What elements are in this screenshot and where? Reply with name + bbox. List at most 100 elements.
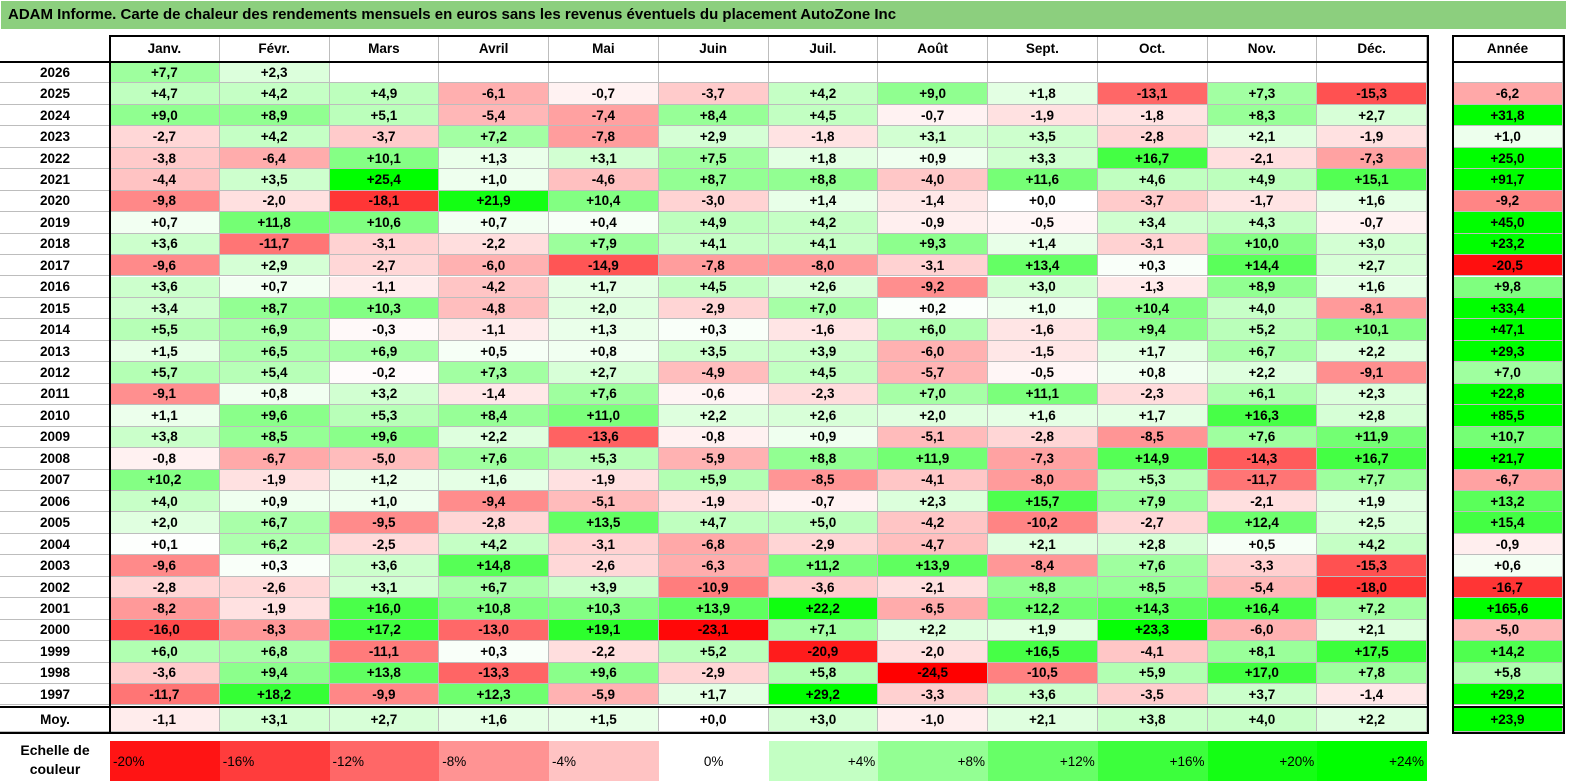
heatmap-cell: -7,3 (1317, 147, 1427, 170)
heatmap-cell: -3,7 (1097, 190, 1208, 213)
heatmap-cell: +1,5 (110, 340, 220, 363)
heatmap-cell: +6,0 (110, 641, 220, 663)
heatmap-cell: +2,0 (110, 512, 220, 534)
annual-cell: -5,0 (1453, 619, 1563, 642)
heatmap-cell: -6,0 (1207, 619, 1318, 642)
month-header: Mars (329, 36, 440, 62)
bottom-left-line (0, 732, 110, 734)
heatmap-cell: +17,2 (329, 619, 440, 642)
heatmap-cell: +5,2 (1207, 319, 1318, 341)
heatmap-cell: +8,7 (219, 297, 330, 320)
heatmap-cell: +11,9 (878, 448, 988, 470)
heatmap-cell: -1,9 (988, 104, 1098, 127)
heatmap-cell: +0,0 (988, 190, 1098, 213)
heatmap-cell: -9,4 (439, 491, 549, 513)
heatmap-cell: +6,7 (439, 576, 549, 599)
heatmap-cell: +9,0 (878, 83, 988, 105)
heatmap-cell: -6,0 (878, 340, 988, 363)
heatmap-cell: +2,3 (878, 491, 988, 513)
heatmap-cell: +8,4 (658, 104, 769, 127)
heatmap-cell: +0,5 (439, 340, 549, 363)
heatmap-cell: -11,7 (110, 684, 220, 706)
heatmap-cell: +0,7 (219, 276, 330, 298)
heatmap-cell: +1,9 (1317, 491, 1427, 513)
heatmap-cell: +17,5 (1317, 641, 1427, 663)
heatmap-cell: +8,9 (219, 104, 330, 127)
heatmap-cell: -5,9 (658, 448, 769, 470)
heatmap-cell: +8,5 (219, 426, 330, 449)
average-cell: +2,7 (329, 708, 440, 732)
heatmap-cell: +16,7 (1317, 448, 1427, 470)
heatmap-cell: +1,4 (988, 233, 1098, 256)
heatmap-cell: +3,1 (549, 147, 659, 170)
annual-cell: +10,7 (1453, 426, 1563, 449)
row-year-label: 2018 (0, 233, 110, 256)
heatmap-cell: +0,8 (549, 340, 659, 363)
annual-cell: +25,0 (1453, 147, 1563, 170)
heatmap-cell: -18,1 (329, 190, 440, 213)
heatmap-cell: -10,5 (988, 662, 1098, 685)
heatmap-cell: +1,2 (329, 469, 440, 491)
heatmap-cell: +1,6 (439, 469, 549, 491)
heatmap-cell (988, 62, 1098, 84)
heatmap-cell: +1,0 (329, 491, 440, 513)
heatmap-cell: +16,5 (988, 641, 1098, 663)
average-cell: +1,5 (549, 708, 659, 732)
heatmap-cell: +8,7 (658, 169, 769, 191)
month-header: Déc. (1317, 36, 1427, 62)
heatmap-cell: +3,6 (988, 684, 1098, 706)
heatmap-cell: +11,8 (219, 212, 330, 234)
annual-cell: +31,8 (1453, 104, 1563, 127)
heatmap-cell: -0,9 (878, 212, 988, 234)
heatmap-cell: -6,3 (658, 555, 769, 577)
heatmap-cell: +1,4 (768, 190, 879, 213)
row-year-label: 2010 (0, 405, 110, 427)
average-cell: +2,2 (1317, 708, 1427, 732)
heatmap-cell: +0,5 (1207, 533, 1318, 556)
heatmap-cell: +14,4 (1207, 255, 1318, 277)
month-header: Févr. (219, 36, 330, 62)
heatmap-cell: +2,7 (1317, 255, 1427, 277)
heatmap-cell: +4,2 (768, 212, 879, 234)
annual-cell: +23,2 (1453, 233, 1563, 256)
heatmap-cell: +0,9 (878, 147, 988, 170)
heatmap-cell: +13,8 (329, 662, 440, 685)
average-cell: +3,1 (219, 708, 330, 732)
heatmap-cell: +8,8 (768, 448, 879, 470)
heatmap-cell: +2,2 (878, 619, 988, 642)
heatmap-cell: +9,6 (329, 426, 440, 449)
heatmap-cell: +0,3 (658, 319, 769, 341)
heatmap-cell: -15,3 (1317, 555, 1427, 577)
annual-cell: +15,4 (1453, 512, 1563, 534)
month-header: Nov. (1207, 36, 1318, 62)
annual-average-separator (1452, 706, 1565, 708)
heatmap-cell: +14,8 (439, 555, 549, 577)
heatmap-cell: -10,2 (988, 512, 1098, 534)
heatmap-cell: +29,2 (768, 684, 879, 706)
heatmap-cell: +16,3 (1207, 405, 1318, 427)
heatmap-cell: -3,5 (1097, 684, 1208, 706)
annual-cell: +45,0 (1453, 212, 1563, 234)
row-year-label: 1997 (0, 684, 110, 706)
heatmap-cell: +1,0 (439, 169, 549, 191)
heatmap-cell: +5,9 (658, 469, 769, 491)
heatmap-cell: -1,6 (988, 319, 1098, 341)
heatmap-cell: +1,9 (988, 619, 1098, 642)
heatmap-cell: -0,2 (329, 362, 440, 384)
annual-cell: +33,4 (1453, 297, 1563, 320)
heatmap-cell: +2,5 (1317, 512, 1427, 534)
heatmap-cell: +2,2 (658, 405, 769, 427)
heatmap-cell: +22,2 (768, 598, 879, 620)
row-year-label: 2015 (0, 297, 110, 320)
heatmap-cell: -6,7 (219, 448, 330, 470)
average-cell: +2,1 (988, 708, 1098, 732)
month-header: Janv. (110, 36, 220, 62)
heatmap-cell: +9,6 (549, 662, 659, 685)
heatmap-cell: +0,3 (1097, 255, 1208, 277)
heatmap-cell: +10,1 (329, 147, 440, 170)
heatmap-cell: +2,9 (219, 255, 330, 277)
average-cell: -1,0 (878, 708, 988, 732)
heatmap-cell: +16,7 (1097, 147, 1208, 170)
heatmap-cell: -13,1 (1097, 83, 1208, 105)
heatmap-cell: +7,6 (1097, 555, 1208, 577)
